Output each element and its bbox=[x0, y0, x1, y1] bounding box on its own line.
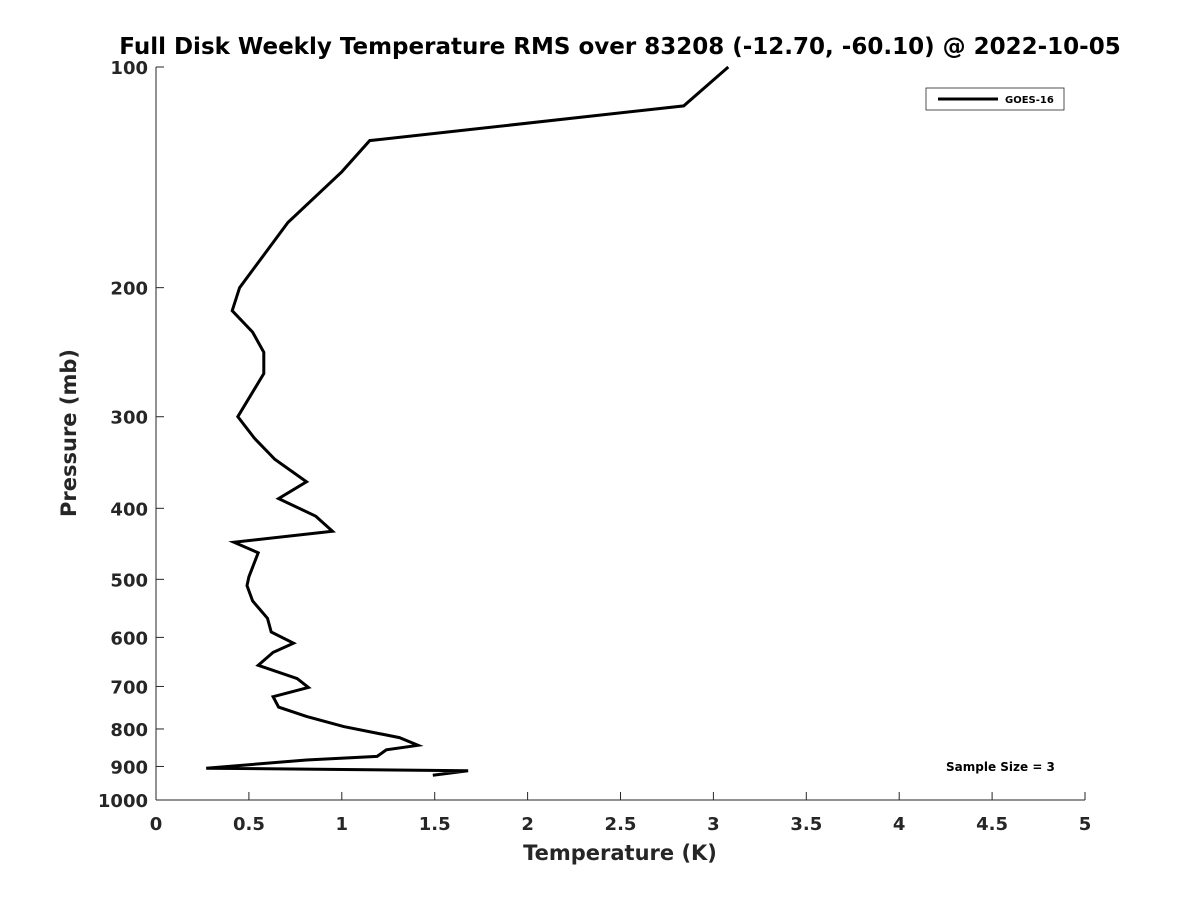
x-axis-label: Temperature (K) bbox=[523, 841, 717, 865]
x-tick-label: 3 bbox=[707, 814, 720, 835]
x-tick-label: 3.5 bbox=[790, 814, 822, 835]
y-tick-label: 800 bbox=[110, 720, 148, 741]
y-tick-label: 300 bbox=[110, 408, 148, 429]
x-tick-label: 2.5 bbox=[605, 814, 637, 835]
x-tick-label: 1 bbox=[336, 814, 349, 835]
x-tick-label: 4 bbox=[893, 814, 906, 835]
x-tick-label: 5 bbox=[1079, 814, 1092, 835]
legend: GOES-16 bbox=[925, 87, 1065, 111]
x-tick-label: 2 bbox=[521, 814, 534, 835]
y-axis-label: Pressure (mb) bbox=[57, 349, 81, 517]
y-tick-label: 100 bbox=[110, 58, 148, 79]
y-tick-label: 400 bbox=[110, 499, 148, 520]
y-tick-label: 1000 bbox=[98, 791, 148, 812]
y-tick-label: 200 bbox=[110, 279, 148, 300]
x-tick-label: 0.5 bbox=[233, 814, 265, 835]
y-tick-label: 600 bbox=[110, 628, 148, 649]
x-tick-label: 1.5 bbox=[419, 814, 451, 835]
series bbox=[206, 65, 730, 777]
y-tick-label: 500 bbox=[110, 570, 148, 591]
x-tick-label: 4.5 bbox=[976, 814, 1008, 835]
sample-size-annotation: Sample Size = 3 bbox=[946, 760, 1055, 774]
chart-title: Full Disk Weekly Temperature RMS over 83… bbox=[119, 34, 1121, 60]
x-tick-label: 0 bbox=[150, 814, 163, 835]
y-tick-label: 700 bbox=[110, 677, 148, 698]
y-tick-label: 900 bbox=[110, 757, 148, 778]
ticks: 0 0.5 1 1.5 2 2.5 3 3.5 4 4.5 5 100 200 300 400 500 600 7… bbox=[98, 58, 1091, 835]
series-line-goes-16 bbox=[206, 65, 730, 777]
legend-label: GOES-16 bbox=[1005, 95, 1054, 106]
